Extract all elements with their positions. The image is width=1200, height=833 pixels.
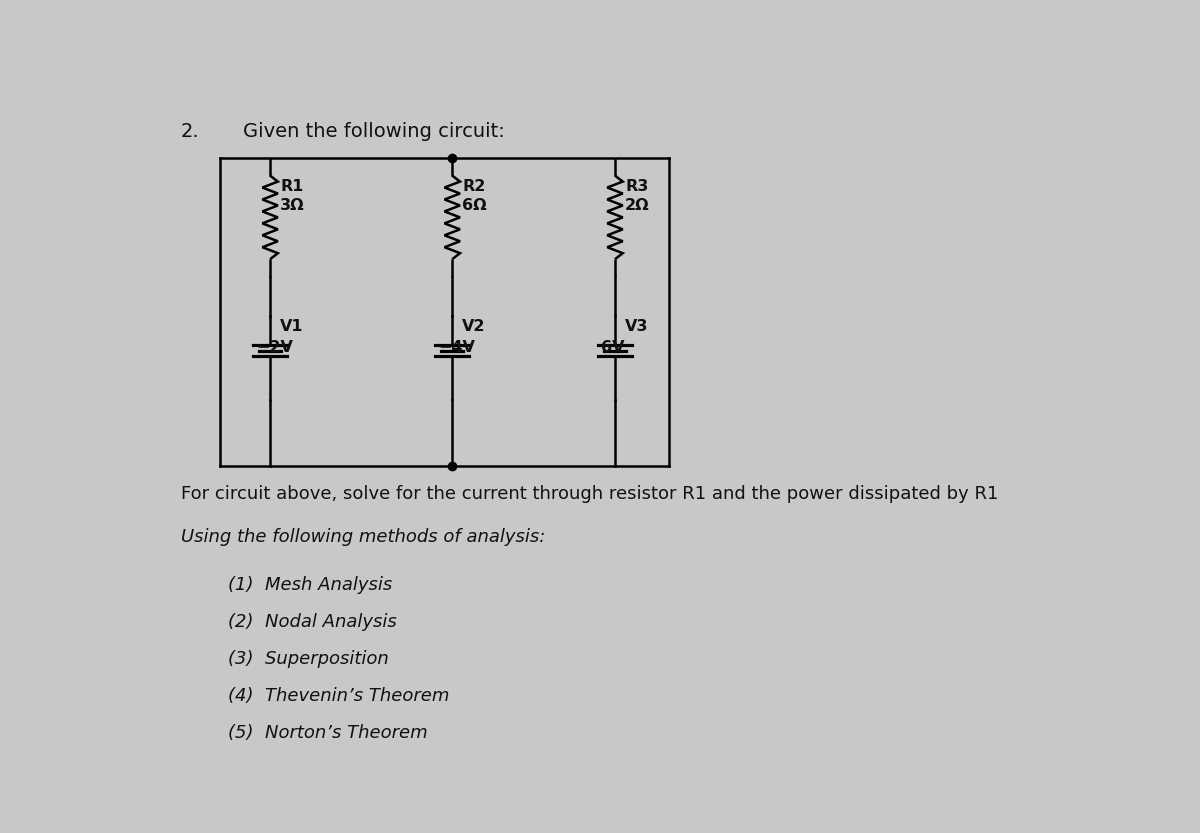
Text: R1: R1 bbox=[281, 179, 304, 194]
Text: R2: R2 bbox=[462, 179, 486, 194]
Text: 6V: 6V bbox=[601, 340, 624, 355]
Text: R3: R3 bbox=[625, 179, 648, 194]
Text: 6Ω: 6Ω bbox=[462, 198, 487, 213]
Text: V1: V1 bbox=[281, 319, 304, 334]
Text: V3: V3 bbox=[625, 319, 648, 334]
Text: For circuit above, solve for the current through resistor R1 and the power dissi: For circuit above, solve for the current… bbox=[181, 485, 998, 503]
Text: (1)  Mesh Analysis: (1) Mesh Analysis bbox=[228, 576, 391, 594]
Text: −4V: −4V bbox=[438, 340, 475, 355]
Text: (3)  Superposition: (3) Superposition bbox=[228, 650, 389, 668]
Text: V2: V2 bbox=[462, 319, 486, 334]
Text: Given the following circuit:: Given the following circuit: bbox=[242, 122, 505, 141]
Text: 3Ω: 3Ω bbox=[281, 198, 305, 213]
Text: 2.: 2. bbox=[181, 122, 199, 141]
Text: −2V: −2V bbox=[256, 340, 293, 355]
Text: 2Ω: 2Ω bbox=[625, 198, 650, 213]
Text: (4)  Thevenin’s Theorem: (4) Thevenin’s Theorem bbox=[228, 686, 449, 705]
Text: (5)  Norton’s Theorem: (5) Norton’s Theorem bbox=[228, 724, 427, 741]
Text: Using the following methods of analysis:: Using the following methods of analysis: bbox=[181, 528, 545, 546]
Text: (2)  Nodal Analysis: (2) Nodal Analysis bbox=[228, 613, 396, 631]
